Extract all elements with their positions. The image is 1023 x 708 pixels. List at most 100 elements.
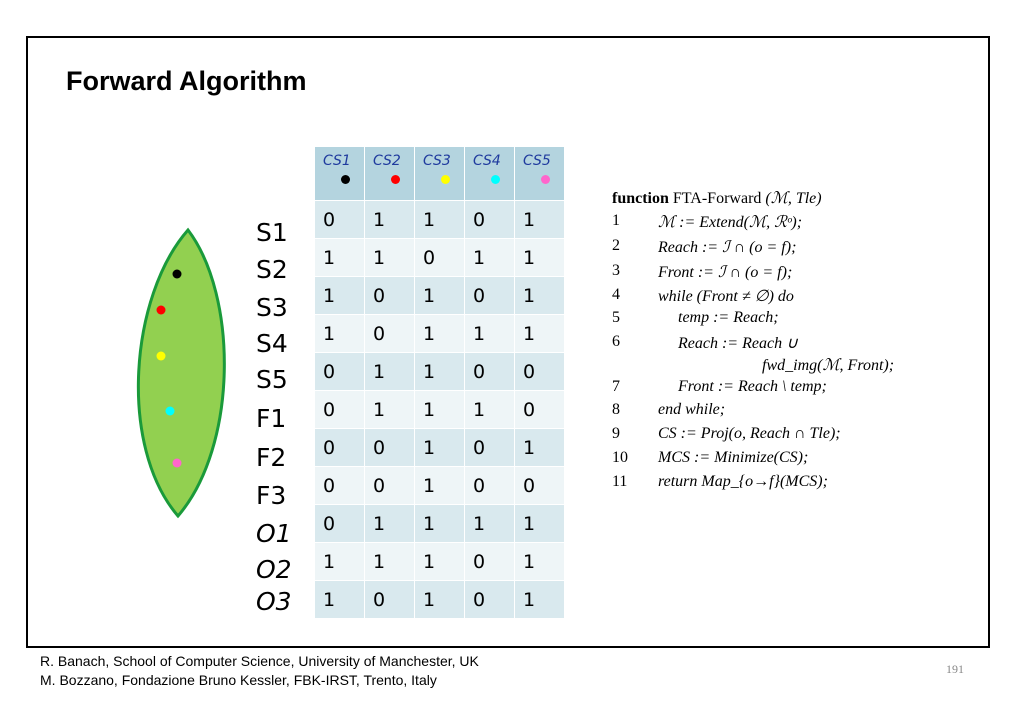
table-cell: 1 <box>514 276 565 315</box>
slide-frame <box>26 36 990 648</box>
row-label-f1: F1 <box>256 404 287 433</box>
table-cell: 0 <box>364 276 415 315</box>
table-cell: 0 <box>364 580 415 619</box>
algorithm-line-text: end while; <box>658 401 726 418</box>
table-cell: 1 <box>514 504 565 543</box>
table-cell: 1 <box>414 504 465 543</box>
table-cell: 1 <box>414 314 465 353</box>
header-dot-pink <box>541 175 550 184</box>
table-cell: 1 <box>514 428 565 467</box>
row-label-o2: O2 <box>256 555 292 584</box>
table-cell: 1 <box>364 504 415 543</box>
row-label-s3: S3 <box>256 293 288 322</box>
table-cell: 0 <box>464 276 515 315</box>
table-cell: 1 <box>414 542 465 581</box>
table-cell: 1 <box>414 200 465 239</box>
algorithm-line-text: while (Front ≠ ∅) do <box>658 288 794 305</box>
algorithm-line-text: Reach := ℐ ∩ (o = f); <box>658 239 797 256</box>
table-cell: 1 <box>464 390 515 429</box>
algorithm-line-number: 2 <box>612 237 620 254</box>
header-dot-red <box>391 175 400 184</box>
leaf-dot-red <box>156 305 166 315</box>
algorithm-line-number: 5 <box>612 309 620 326</box>
algorithm-line-number: 6 <box>612 333 620 350</box>
table-cell: 1 <box>314 580 365 619</box>
table-cell: 0 <box>464 352 515 391</box>
leaf-shape <box>130 226 226 520</box>
algorithm-line-text: return Map_{o→f}(MCS); <box>658 473 828 490</box>
table-cell: 0 <box>364 428 415 467</box>
row-label-f2: F2 <box>256 443 287 472</box>
algorithm-line-number: 7 <box>612 378 620 395</box>
table-cell: 0 <box>464 542 515 581</box>
algorithm-line-number: 9 <box>612 425 620 442</box>
algorithm-line-text: Front := ℐ ∩ (o = f); <box>658 264 793 281</box>
table-cell: 1 <box>514 542 565 581</box>
table-cell: 1 <box>364 200 415 239</box>
header-cs4: CS4 <box>464 146 515 201</box>
algorithm-line-text: temp := Reach; <box>678 309 779 326</box>
table-cell: 0 <box>364 466 415 505</box>
algorithm-line-number: 1 <box>612 212 620 229</box>
algorithm-line-text: Reach := Reach ∪ <box>678 335 798 352</box>
header-cs1: CS1 <box>314 146 365 201</box>
table-cell: 1 <box>514 200 565 239</box>
table-cell: 0 <box>414 238 465 277</box>
header-dot-yellow <box>441 175 450 184</box>
header-label: CS3 <box>423 153 451 169</box>
algorithm-line-number: 8 <box>612 401 620 418</box>
table-cell: 0 <box>314 352 365 391</box>
table-cell: 1 <box>464 504 515 543</box>
header-label: CS5 <box>523 153 551 169</box>
table-cell: 1 <box>414 390 465 429</box>
algorithm-line-text: fwd_img(ℳ, Front); <box>762 357 895 374</box>
table-cell: 1 <box>414 466 465 505</box>
table-cell: 0 <box>514 466 565 505</box>
table-cell: 0 <box>464 428 515 467</box>
table-cell: 0 <box>314 504 365 543</box>
algorithm-header: function FTA-Forward (ℳ, Tle) <box>612 188 822 210</box>
table-cell: 1 <box>414 580 465 619</box>
row-label-o1: O1 <box>256 519 292 548</box>
leaf-dot-black <box>172 269 182 279</box>
header-dot-black <box>341 175 350 184</box>
leaf-dot-pink <box>172 458 182 468</box>
table-cell: 1 <box>364 542 415 581</box>
leaf-dot-cyan <box>165 406 175 416</box>
table-cell: 1 <box>314 238 365 277</box>
table-cell: 1 <box>364 238 415 277</box>
table-cell: 1 <box>414 276 465 315</box>
table-cell: 1 <box>314 276 365 315</box>
leaf-outline <box>136 227 226 519</box>
table-cell: 1 <box>464 314 515 353</box>
table-cell: 1 <box>314 542 365 581</box>
leaf-svg <box>136 227 226 519</box>
table-cell: 1 <box>364 390 415 429</box>
table-cell: 0 <box>464 466 515 505</box>
table-cell: 0 <box>514 352 565 391</box>
table-cell: 0 <box>464 580 515 619</box>
header-label: CS1 <box>323 153 351 169</box>
table-cell: 0 <box>314 200 365 239</box>
row-label-s2: S2 <box>256 255 288 284</box>
row-label-s1: S1 <box>256 218 288 247</box>
algorithm-line-number: 4 <box>612 286 620 303</box>
footer-line-1: R. Banach, School of Computer Science, U… <box>40 653 479 669</box>
table-cell: 0 <box>514 390 565 429</box>
algorithm-line-number: 3 <box>612 262 620 279</box>
algorithm-keyword: function <box>612 190 669 207</box>
table-cell: 1 <box>364 352 415 391</box>
algorithm-line-text: ℳ := Extend(ℳ, ℛᵒ); <box>658 214 803 231</box>
table-header-row: CS1 CS2 CS3 CS4 CS5 <box>314 146 565 201</box>
